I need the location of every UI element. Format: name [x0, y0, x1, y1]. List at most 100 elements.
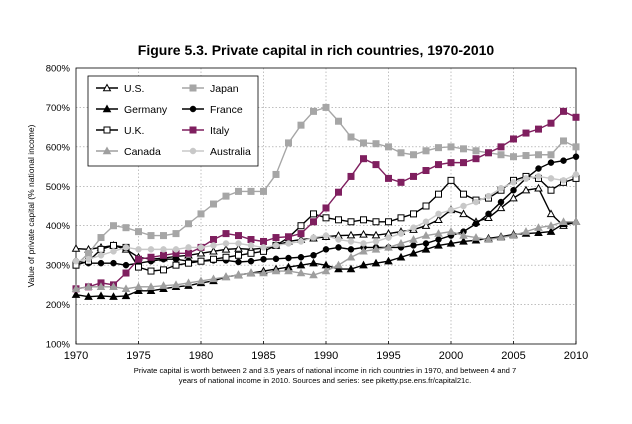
data-point: [309, 270, 318, 279]
data-point: [147, 246, 155, 253]
legend-label: Japan: [210, 83, 239, 95]
data-point: [347, 172, 355, 180]
data-point: [121, 284, 131, 292]
data-point: [510, 179, 517, 186]
data-point: [122, 224, 130, 232]
data-point: [247, 257, 255, 265]
data-point: [121, 291, 131, 300]
data-point: [135, 255, 142, 263]
data-point: [346, 252, 356, 261]
legend-swatch-marker: [189, 126, 197, 134]
data-point: [534, 228, 543, 237]
data-point: [297, 238, 305, 245]
data-point: [510, 153, 517, 161]
legend-label: U.S.: [124, 83, 144, 95]
data-point: [472, 147, 480, 155]
data-point: [347, 246, 355, 253]
data-point: [397, 214, 405, 222]
data-point: [197, 210, 205, 218]
data-point: [410, 224, 417, 231]
series-layer: [71, 103, 581, 300]
x-tick-label: 1970: [64, 350, 88, 362]
caption: Private capital is worth between 2 and 3…: [90, 366, 560, 386]
data-point: [260, 255, 267, 263]
data-point: [85, 249, 92, 257]
data-point: [185, 259, 192, 267]
data-point: [334, 264, 343, 273]
data-point: [122, 261, 130, 269]
legend-item: U.S.: [96, 83, 144, 95]
data-point: [522, 175, 530, 182]
data-point: [135, 263, 142, 271]
data-point: [172, 255, 180, 263]
data-point: [447, 176, 455, 184]
data-point: [310, 218, 317, 226]
data-point: [346, 264, 356, 273]
data-point: [534, 183, 543, 192]
data-point: [471, 233, 481, 241]
data-point: [246, 268, 256, 277]
data-point: [172, 246, 180, 253]
data-point: [247, 236, 255, 244]
data-point: [172, 261, 180, 269]
data-point: [147, 253, 155, 261]
data-point: [459, 209, 468, 218]
y-tick-label: 400%: [46, 221, 71, 232]
data-point: [460, 190, 467, 198]
data-point: [210, 236, 217, 244]
data-point: [435, 210, 442, 218]
data-point: [371, 258, 381, 267]
legend-item: Germany: [96, 104, 168, 116]
data-point: [272, 170, 280, 178]
y-axis-label: Value of private capital (% national inc…: [26, 124, 36, 287]
legend-item: U.K.: [96, 125, 144, 137]
data-point: [335, 188, 342, 196]
data-point: [509, 193, 518, 202]
data-point: [447, 159, 455, 167]
legend: U.S. Japan Germany France U.K. Italy Canada Aus…: [87, 75, 259, 167]
data-point: [522, 152, 530, 160]
data-point: [421, 244, 431, 253]
data-point: [485, 192, 492, 200]
data-point: [335, 244, 342, 251]
series-japan: [72, 103, 580, 269]
y-tick-label: 600%: [46, 142, 71, 153]
data-point: [446, 238, 456, 247]
data-point: [497, 185, 505, 192]
data-point: [371, 230, 381, 239]
data-point: [410, 242, 417, 249]
data-point: [197, 257, 205, 265]
data-point: [322, 204, 330, 212]
data-point: [359, 246, 368, 255]
data-point: [335, 216, 342, 224]
legend-label: Italy: [210, 125, 230, 137]
data-point: [134, 286, 143, 294]
data-point: [97, 245, 105, 253]
legend-swatch-marker: [189, 147, 197, 155]
legend-swatch-marker: [102, 146, 112, 155]
data-point: [434, 215, 443, 223]
data-point: [496, 233, 506, 241]
legend-swatch-marker: [102, 83, 112, 92]
data-point: [547, 175, 555, 182]
legend-label: Germany: [124, 104, 168, 116]
data-point: [521, 227, 531, 235]
data-point: [122, 244, 130, 251]
legend-swatch-marker: [102, 104, 112, 113]
legend-swatch-marker: [189, 84, 197, 92]
data-point: [509, 231, 518, 239]
data-point: [535, 151, 542, 159]
data-point: [109, 292, 118, 300]
data-point: [235, 251, 242, 259]
y-tick-label: 100%: [46, 340, 71, 351]
data-point: [297, 222, 305, 230]
x-tick-label: 1980: [189, 350, 213, 362]
data-point: [335, 117, 342, 125]
data-point: [371, 244, 381, 253]
data-point: [422, 202, 430, 210]
data-point: [146, 286, 156, 294]
data-point: [560, 177, 567, 184]
data-point: [460, 145, 467, 153]
data-point: [546, 221, 556, 229]
